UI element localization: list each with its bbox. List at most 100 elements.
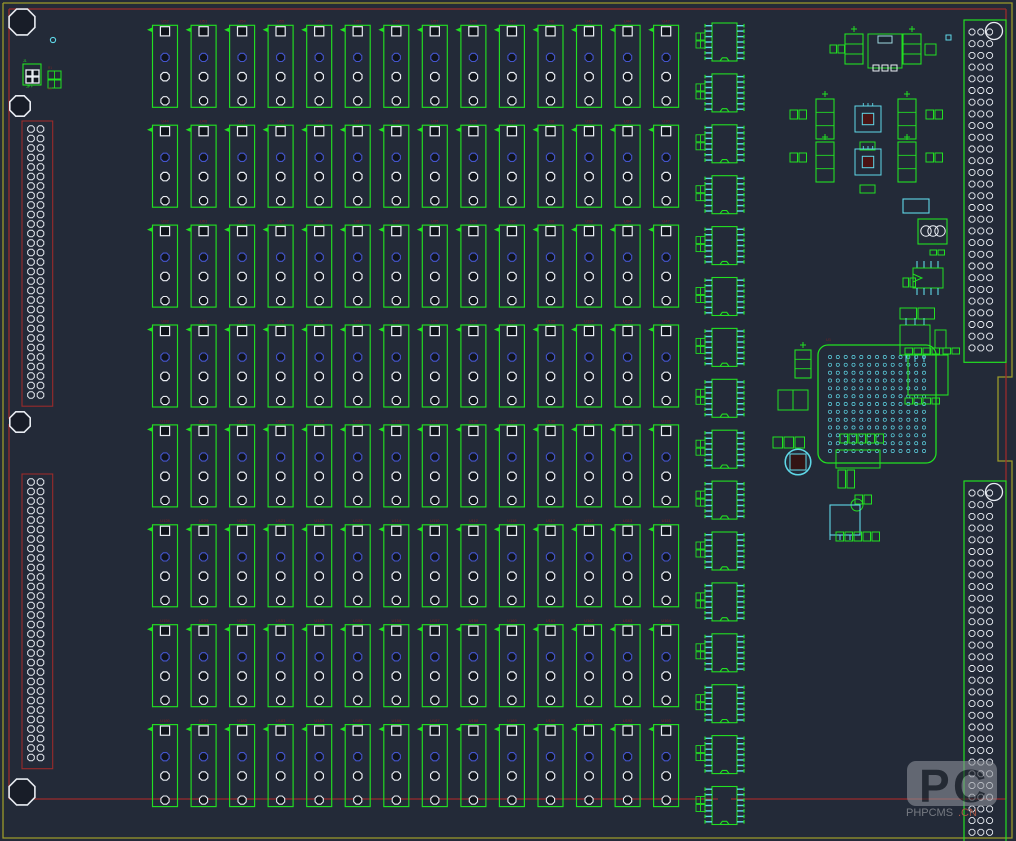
svg-text:P: P — [919, 760, 950, 812]
svg-text:U71: U71 — [393, 318, 401, 323]
svg-text:U32: U32 — [585, 119, 593, 124]
svg-text:U111: U111 — [662, 518, 672, 523]
svg-text:U73: U73 — [470, 318, 478, 323]
svg-text:R2: R2 — [48, 87, 52, 91]
svg-text:U159: U159 — [469, 618, 479, 623]
svg-text:U135: U135 — [584, 418, 594, 423]
svg-text:U157: U157 — [430, 618, 440, 623]
svg-text:U89: U89 — [200, 318, 208, 323]
svg-text:U183: U183 — [276, 718, 286, 723]
svg-text:U44: U44 — [624, 19, 632, 24]
svg-text:U122: U122 — [314, 518, 324, 523]
svg-text:U186: U186 — [392, 718, 402, 723]
svg-text:U96: U96 — [508, 219, 516, 224]
svg-text:U94: U94 — [624, 219, 632, 224]
svg-text:U97: U97 — [393, 219, 401, 224]
svg-text:U33: U33 — [508, 119, 516, 124]
svg-text:U191: U191 — [584, 718, 594, 723]
svg-text:U184: U184 — [314, 718, 324, 723]
svg-text:U162: U162 — [584, 618, 594, 623]
svg-text:U98: U98 — [585, 219, 593, 224]
svg-text:U84: U84 — [316, 219, 324, 224]
svg-text:U112: U112 — [469, 518, 479, 523]
svg-text:R1: R1 — [48, 66, 52, 70]
svg-text:U42: U42 — [662, 19, 670, 24]
svg-text:U75: U75 — [316, 318, 324, 323]
svg-text:U88: U88 — [161, 318, 169, 323]
svg-text:U190: U190 — [546, 718, 556, 723]
svg-text:U41: U41 — [585, 19, 593, 24]
svg-text:U132: U132 — [661, 418, 671, 423]
svg-text:U151: U151 — [276, 618, 286, 623]
svg-text:U156: U156 — [353, 618, 363, 623]
svg-text:U119: U119 — [199, 418, 209, 423]
svg-text:U117: U117 — [546, 518, 556, 523]
svg-text:U56: U56 — [393, 19, 401, 24]
svg-text:U182: U182 — [237, 718, 247, 723]
svg-text:U40: U40 — [316, 119, 324, 124]
svg-text:U37: U37 — [354, 119, 362, 124]
svg-text:U153: U153 — [199, 618, 209, 623]
svg-text:U55: U55 — [277, 19, 285, 24]
svg-text:U158: U158 — [392, 618, 402, 623]
svg-text:U128: U128 — [160, 518, 170, 523]
svg-text:U121: U121 — [276, 518, 286, 523]
svg-text:U123: U123 — [353, 518, 363, 523]
svg-text:U121: U121 — [237, 418, 247, 423]
svg-text:U1: U1 — [826, 337, 832, 342]
svg-text:.CN: .CN — [958, 807, 977, 819]
svg-text:U161: U161 — [546, 618, 556, 623]
svg-text:U36: U36 — [393, 119, 401, 124]
svg-text:U192: U192 — [623, 718, 633, 723]
svg-text:U163: U163 — [623, 618, 633, 623]
svg-text:U131: U131 — [623, 418, 633, 423]
svg-text:U54: U54 — [662, 318, 670, 323]
svg-text:U116: U116 — [584, 518, 594, 523]
svg-text:U122: U122 — [276, 418, 286, 423]
svg-text:U187: U187 — [430, 718, 440, 723]
svg-text:U31: U31 — [624, 119, 632, 124]
svg-text:U124: U124 — [584, 318, 594, 323]
svg-text:U34: U34 — [431, 119, 439, 124]
svg-text:U47: U47 — [662, 219, 670, 224]
svg-text:U57: U57 — [431, 19, 439, 24]
svg-text:U189: U189 — [507, 718, 517, 723]
svg-text:U82: U82 — [354, 219, 362, 224]
svg-text:U54: U54 — [238, 19, 246, 24]
svg-text:JP +: JP + — [26, 85, 33, 89]
svg-text:U40: U40 — [470, 19, 478, 24]
svg-text:J1: J1 — [23, 59, 27, 63]
svg-text:U193: U193 — [661, 718, 671, 723]
svg-text:U51: U51 — [200, 19, 208, 24]
svg-text:PHPCMS: PHPCMS — [906, 807, 953, 819]
svg-text:U123: U123 — [314, 418, 324, 423]
svg-text:U76: U76 — [277, 318, 285, 323]
svg-text:U93: U93 — [470, 219, 478, 224]
svg-text:U52: U52 — [161, 19, 169, 24]
svg-text:U160: U160 — [507, 618, 517, 623]
svg-text:U126: U126 — [237, 518, 247, 523]
svg-text:U44: U44 — [161, 119, 169, 124]
svg-text:U46: U46 — [547, 19, 555, 24]
svg-text:U114: U114 — [392, 518, 402, 523]
svg-text:U110: U110 — [430, 518, 440, 523]
svg-text:U129: U129 — [199, 518, 209, 523]
svg-text:U91: U91 — [200, 219, 208, 224]
svg-text:U41: U41 — [238, 119, 246, 124]
svg-text:C: C — [953, 760, 986, 812]
svg-text:U87: U87 — [277, 219, 285, 224]
svg-text:U30: U30 — [662, 119, 670, 124]
svg-text:U50: U50 — [316, 19, 324, 24]
svg-text:U38: U38 — [547, 119, 555, 124]
svg-text:U155: U155 — [314, 618, 324, 623]
svg-text:U134: U134 — [507, 418, 517, 423]
svg-text:U133: U133 — [430, 418, 440, 423]
svg-text:U95: U95 — [431, 219, 439, 224]
svg-text:U181: U181 — [199, 718, 209, 723]
svg-text:U185: U185 — [353, 718, 363, 723]
svg-text:U43: U43 — [508, 19, 516, 24]
svg-text:U125: U125 — [546, 318, 556, 323]
svg-text:U127: U127 — [623, 318, 633, 323]
svg-text:U26: U26 — [508, 318, 516, 323]
svg-text:U136: U136 — [546, 418, 556, 423]
